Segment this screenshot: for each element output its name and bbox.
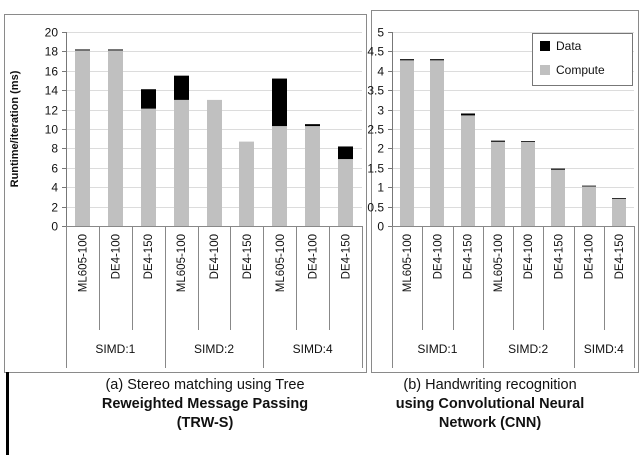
panel-a-frame: [4, 14, 367, 373]
category-label: ML605-100: [275, 234, 287, 292]
y-tick-label: 14: [45, 84, 59, 98]
y-tick-label: 2: [51, 201, 58, 215]
bar-compute: [461, 115, 475, 226]
y-tick-label: 0.5: [367, 201, 384, 215]
group-label: SIMD:1: [95, 342, 135, 356]
y-tick-label: 5: [377, 26, 384, 40]
bar-data: [491, 140, 505, 142]
y-tick-label: 0: [377, 220, 384, 234]
bar-data: [612, 198, 626, 199]
y-tick-label: 6: [51, 162, 58, 176]
category-label: DE4-100: [308, 234, 320, 279]
legend-swatch-compute: [540, 65, 550, 75]
y-tick-label: 4: [377, 65, 384, 79]
category-label: DE4-150: [242, 234, 254, 279]
y-tick-label: 2: [377, 142, 384, 156]
group-label: SIMD:1: [417, 342, 457, 356]
y-tick-label: 12: [45, 104, 59, 118]
caption-b-line3: Network (CNN): [438, 415, 542, 431]
caption-a: (a) Stereo matching using Tree Reweighte…: [55, 376, 355, 433]
bar-compute: [207, 99, 222, 226]
page-edge-line: [6, 372, 9, 455]
caption-a-line2: Reweighted Message Passing: [101, 396, 309, 412]
y-tick-label: 2.5: [367, 123, 384, 137]
bar-compute: [272, 126, 287, 226]
bar-compute: [141, 108, 156, 226]
bar-compute: [108, 50, 123, 227]
category-label: DE4-150: [341, 234, 353, 279]
group-label: SIMD:2: [194, 342, 234, 356]
category-label: DE4-100: [432, 234, 444, 279]
bar-compute: [305, 126, 320, 226]
bar-data: [141, 89, 156, 109]
bar-compute: [239, 141, 254, 226]
caption-b: (b) Handwriting recognition using Convol…: [340, 376, 640, 433]
category-label: ML605-100: [402, 234, 414, 292]
category-label: DE4-100: [209, 234, 221, 279]
category-label: DE4-100: [110, 234, 122, 279]
caption-b-line1: (b) Handwriting recognition: [403, 377, 577, 393]
caption-a-line3: (TRW-S): [176, 415, 234, 431]
category-label: DE4-100: [523, 234, 535, 279]
bar-data: [400, 59, 414, 61]
bar-compute: [582, 186, 596, 226]
bar-data: [521, 141, 535, 142]
legend-label-data: Data: [556, 39, 582, 53]
category-label: DE4-150: [553, 234, 565, 279]
category-label: ML605-100: [493, 234, 505, 292]
group-label: SIMD:2: [508, 342, 548, 356]
bar-data: [338, 146, 353, 160]
category-label: DE4-100: [584, 234, 596, 279]
category-label: ML605-100: [77, 234, 89, 292]
bar-data: [305, 124, 320, 127]
bar-compute: [612, 198, 626, 226]
y-tick-label: 18: [45, 45, 59, 59]
y-tick-label: 3: [377, 104, 384, 118]
bar-compute: [338, 159, 353, 226]
bar-compute: [75, 50, 90, 227]
caption-b-line2: using Convolutional Neural: [395, 396, 585, 412]
bar-data: [108, 49, 123, 51]
bar-compute: [551, 169, 565, 226]
bar-data: [461, 113, 475, 116]
bar-data: [75, 49, 90, 51]
y-tick-label: 10: [45, 123, 59, 137]
bar-data: [272, 78, 287, 127]
legend-swatch-data: [540, 41, 550, 51]
y-tick-label: 20: [45, 26, 59, 40]
group-label: SIMD:4: [584, 342, 624, 356]
y-tick-label: 16: [45, 65, 59, 79]
bar-compute: [430, 60, 444, 226]
caption-a-line1: (a) Stereo matching using Tree: [105, 377, 305, 393]
y-tick-label: 4: [51, 181, 58, 195]
category-label: DE4-150: [143, 234, 155, 279]
bar-compute: [400, 60, 414, 226]
bar-data: [174, 75, 189, 100]
y-tick-label: 1: [377, 181, 384, 195]
bar-compute: [174, 99, 189, 226]
y-tick-label: 0: [51, 220, 58, 234]
y-tick-label: 4.5: [367, 45, 384, 59]
y-tick-label: 1.5: [367, 162, 384, 176]
bar-data: [551, 168, 565, 170]
panel-b-frame: [371, 10, 639, 373]
category-label: DE4-150: [614, 234, 626, 279]
bar-compute: [521, 141, 535, 226]
legend-label-compute: Compute: [556, 63, 605, 77]
y-tick-label: 3.5: [367, 84, 384, 98]
bar-data: [582, 185, 596, 187]
y-axis-label: Runtime/iteration (ms): [9, 70, 21, 187]
y-tick-label: 8: [51, 142, 58, 156]
category-label: ML605-100: [176, 234, 188, 292]
bar-compute: [491, 141, 505, 226]
group-label: SIMD:4: [293, 342, 333, 356]
bar-data: [430, 59, 444, 61]
category-label: DE4-150: [463, 234, 475, 279]
